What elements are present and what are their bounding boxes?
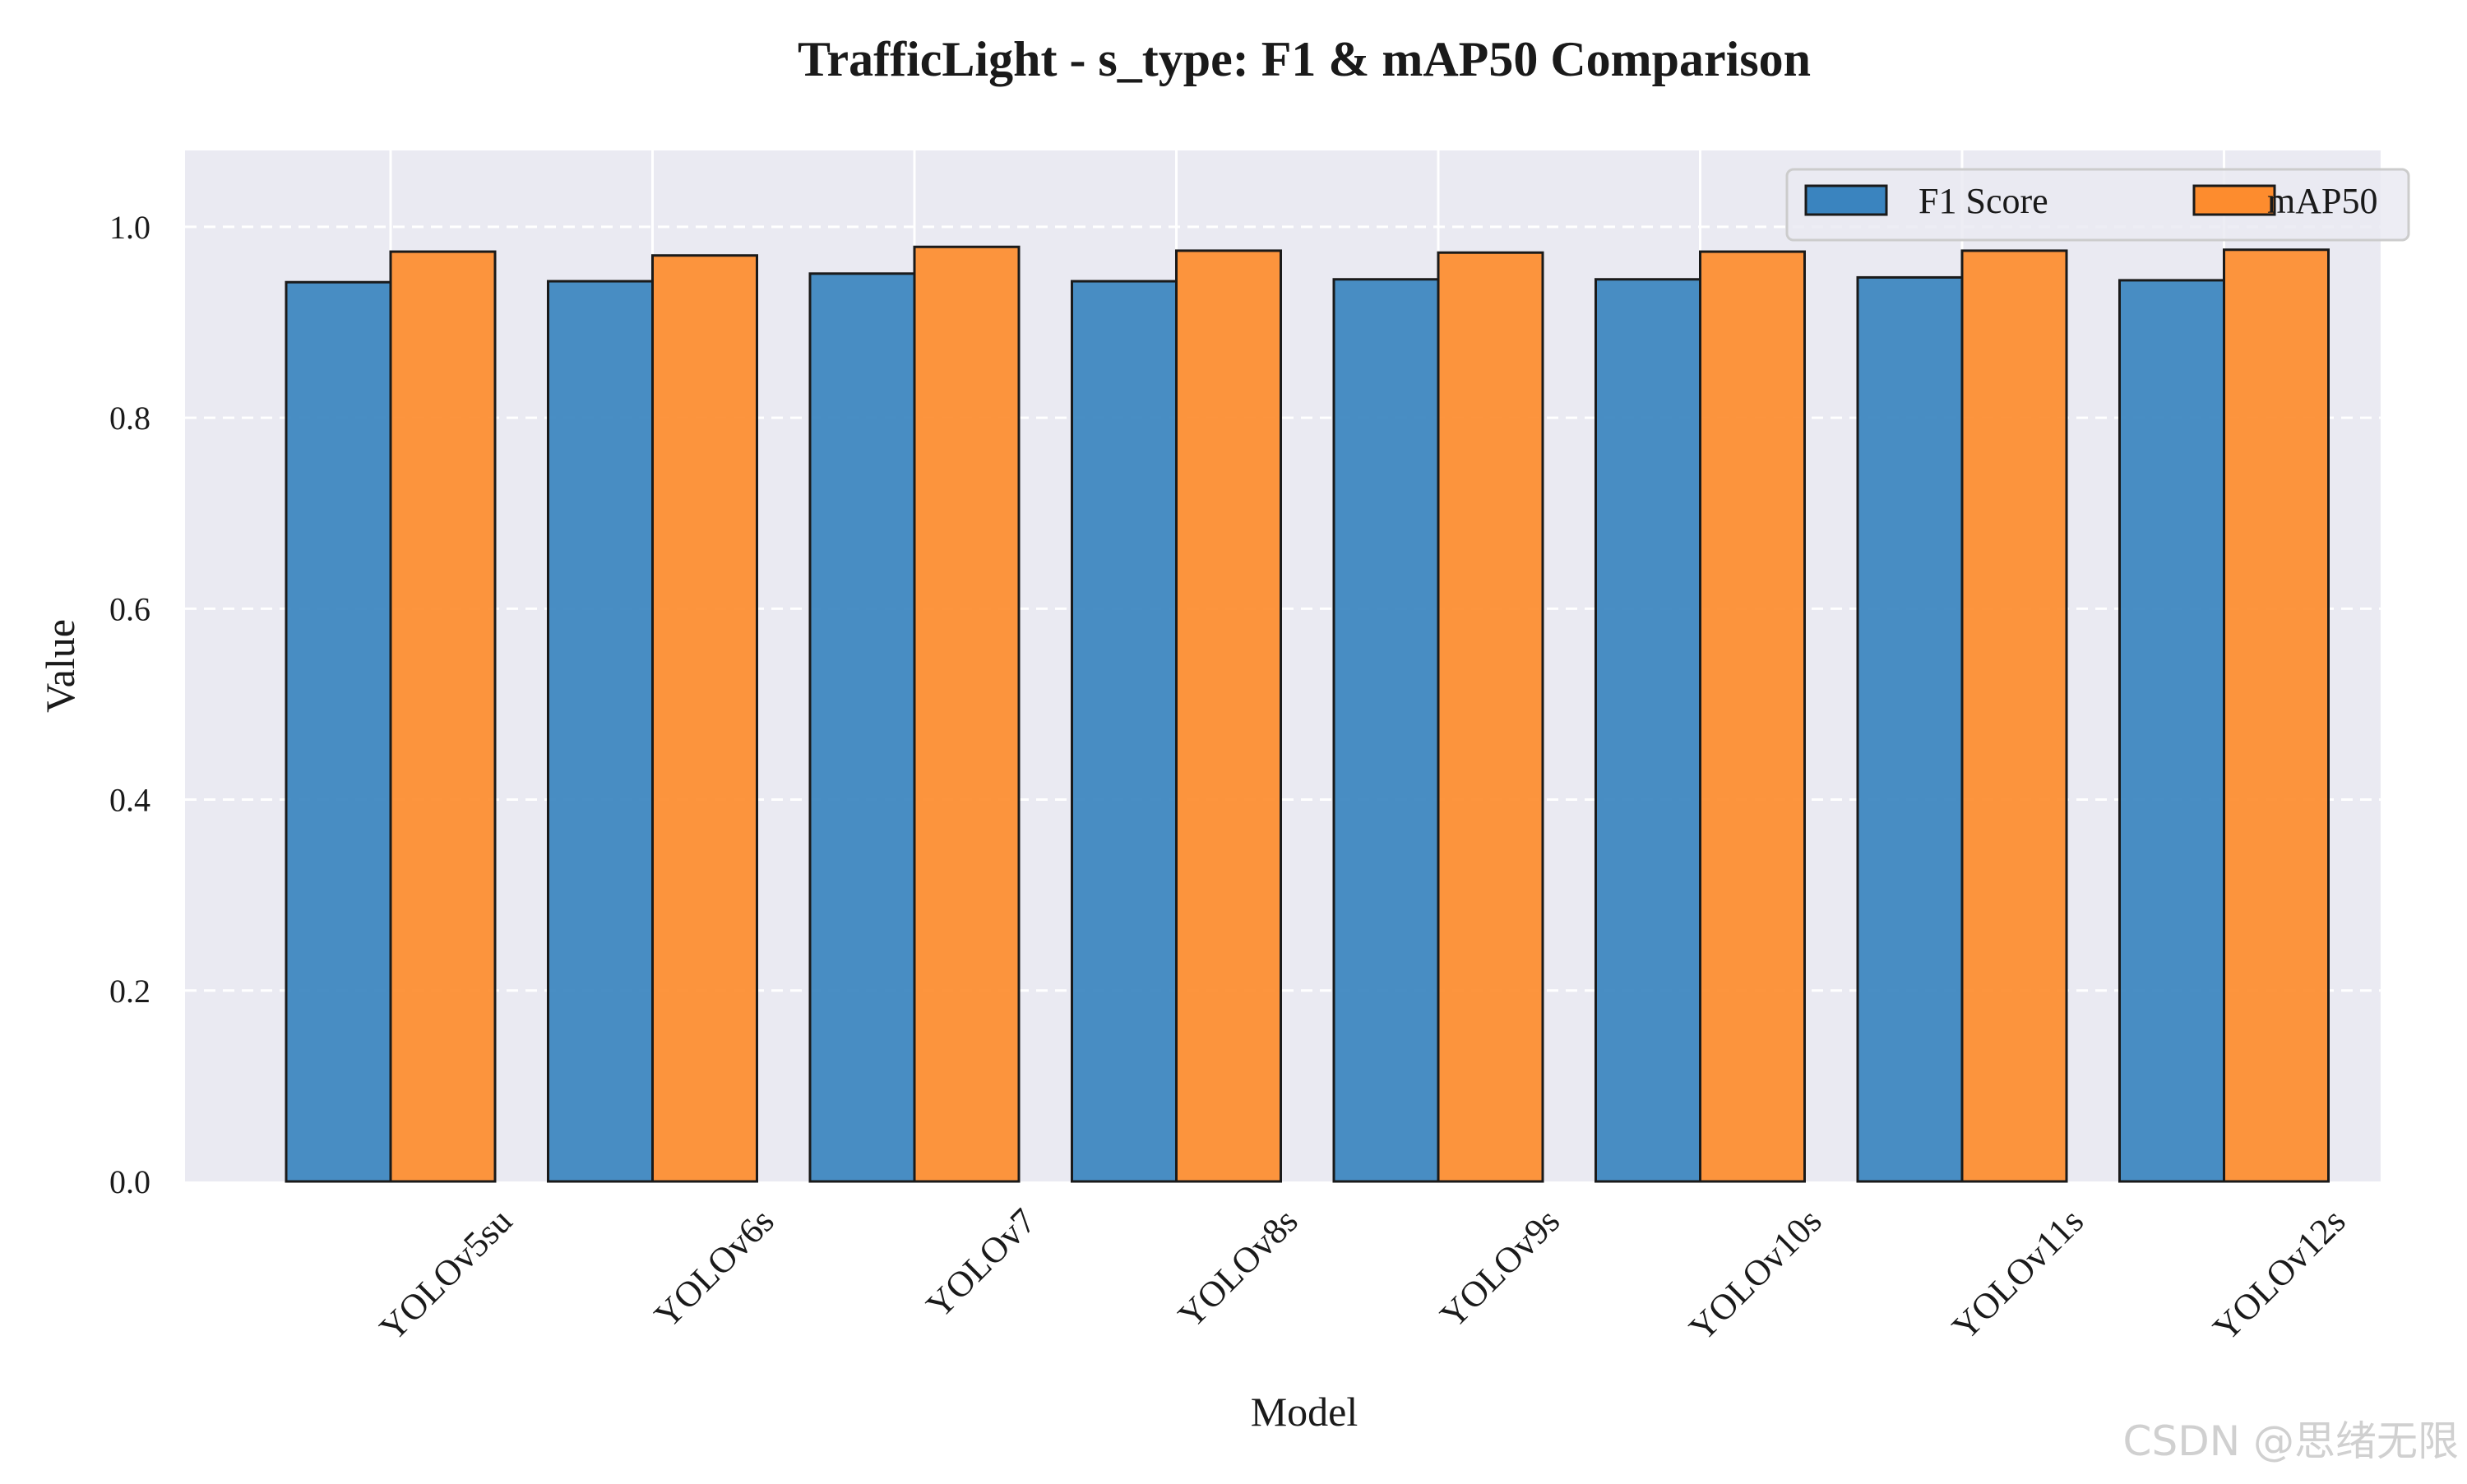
y-tick-label: 1.0 [109,209,150,246]
bar-map50-yolov10s [1699,250,1806,1183]
y-tick-label: 0.6 [109,590,150,627]
bar-f1-yolov8s [1071,280,1178,1183]
bar-f1-yolov12s [2118,279,2225,1183]
bar-f1-yolov10s [1595,278,1701,1183]
legend-label-f1: F1 Score [1919,181,2048,221]
chart-title: TrafficLight - s_type: F1 & mAP50 Compar… [798,32,1811,86]
bar-f1-yolov7 [808,272,916,1183]
y-axis-label: Value [37,619,83,713]
y-tick-labels: 0.0 0.2 0.4 0.6 0.8 1.0 [109,209,150,1200]
watermark: CSDN @思绪无限 [2123,1417,2459,1465]
x-axis-label: Model [1251,1389,1358,1435]
legend-label-map50: mAP50 [2267,181,2377,221]
bar-map50-yolov6s [651,254,758,1183]
y-tick-label: 0.4 [109,782,150,819]
bar-map50-yolov11s [1960,249,2068,1183]
bar-f1-yolov6s [547,280,654,1183]
bar-map50-yolov9s [1437,251,1544,1183]
legend: F1 Score mAP50 [1785,168,2410,242]
bars [285,245,2330,1183]
legend-swatch-map50 [2192,184,2276,216]
bar-map50-yolov8s [1175,249,1282,1183]
bar-map50-yolov12s [2223,248,2330,1183]
bar-f1-yolov11s [1856,275,1964,1183]
bar-f1-yolov9s [1332,278,1440,1183]
y-tick-label: 0.2 [109,973,150,1010]
legend-swatch-f1 [1804,184,1888,216]
bar-map50-yolov5su [389,250,497,1183]
bar-map50-yolov7 [913,245,1021,1183]
bar-f1-yolov5su [285,280,392,1183]
y-tick-label: 0.0 [109,1163,150,1200]
y-tick-label: 0.8 [109,400,150,437]
